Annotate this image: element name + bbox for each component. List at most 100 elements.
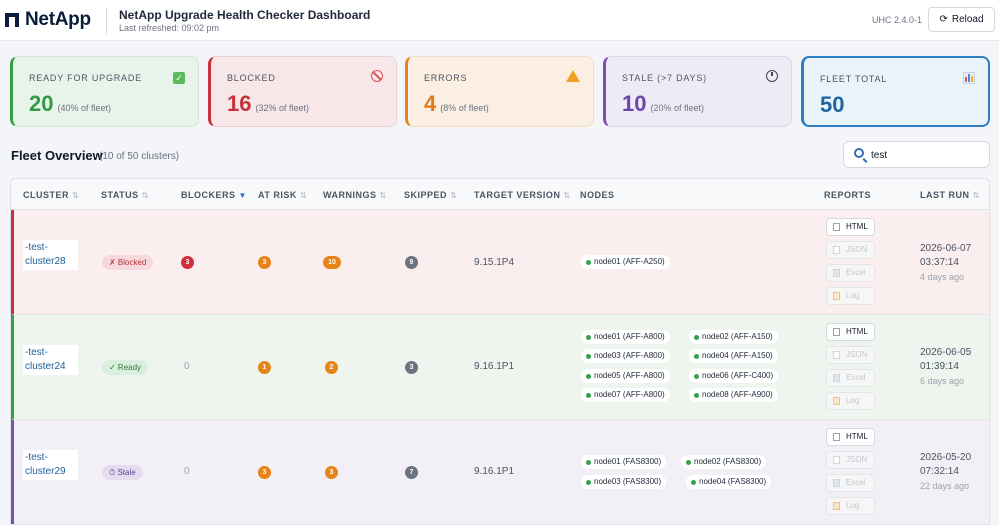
cluster-link[interactable]: -test-cluster28 [23, 240, 78, 270]
card-value: 20 (40% of fleet) [29, 91, 112, 116]
card-blocked[interactable]: BLOCKED 16 (32% of fleet) [208, 56, 397, 127]
table-row[interactable]: -test-cluster28 ✗ Blocked 3 3 10 9 9.15.… [11, 210, 989, 315]
node-chip: node01 (FAS8300) [581, 455, 667, 469]
card-value: 50 [820, 92, 845, 117]
last-run-ago: 6 days ago [920, 376, 965, 386]
netapp-logo-icon [5, 13, 19, 27]
col-warnings[interactable]: WARNINGS ⇅ [323, 190, 387, 200]
card-ready-for-upgrade[interactable]: READY FOR UPGRADE ✓ 20 (40% of fleet) [10, 56, 199, 127]
fleet-table: CLUSTER ⇅ STATUS ⇅ BLOCKERS ▼ AT RISK ⇅ WARN… [10, 178, 990, 525]
search-icon [854, 148, 864, 158]
table-row[interactable]: -test-cluster29 ⏱ Stale 0 3 3 7 9.16.1P1… [11, 420, 989, 524]
card-pct: (40% of fleet) [57, 103, 112, 113]
card-fleet-total[interactable]: FLEET TOTAL 50 [801, 56, 990, 127]
card-label: BLOCKED [227, 73, 276, 83]
report-html-button[interactable]: HTML [826, 428, 875, 446]
clock-icon [766, 70, 778, 85]
fleet-overview-title: Fleet Overview [11, 148, 103, 163]
report-json-button: JSON [826, 241, 875, 259]
last-refreshed: Last refreshed: 09:02 pm [119, 23, 220, 33]
col-at-risk[interactable]: AT RISK ⇅ [258, 190, 308, 200]
spreadsheet-icon [833, 269, 840, 277]
reload-button[interactable]: ⟳ Reload [928, 7, 995, 32]
sort-icon: ⇅ [563, 191, 571, 200]
version-label: UHC 2.4.0-1 [872, 15, 923, 25]
sort-icon: ⇅ [379, 191, 387, 200]
status-badge: ✓ Ready [102, 360, 149, 375]
node-chip: node04 (AFF-A150) [689, 349, 778, 363]
warnings-count: 10 [323, 256, 341, 269]
card-pct: (32% of fleet) [255, 103, 310, 113]
search-box[interactable] [843, 141, 990, 168]
status-badge: ⏱ Stale [102, 465, 143, 480]
node-chip: node04 (FAS8300) [686, 475, 772, 489]
card-value: 16 (32% of fleet) [227, 91, 310, 116]
report-excel-button: Excel [826, 474, 875, 492]
table-row[interactable]: -test-cluster24 ✓ Ready 0 1 2 3 9.16.1P1… [11, 315, 989, 420]
last-run-ago: 22 days ago [920, 481, 970, 491]
col-blockers[interactable]: BLOCKERS ▼ [181, 190, 247, 200]
card-value: 4 (8% of fleet) [424, 91, 489, 116]
reload-label: Reload [951, 14, 984, 25]
at-risk-count: 1 [258, 361, 271, 374]
col-last-run[interactable]: LAST RUN ⇅ [920, 190, 980, 200]
reload-icon: ⟳ [939, 14, 948, 25]
report-html-button[interactable]: HTML [826, 323, 875, 341]
card-pct: (8% of fleet) [440, 103, 489, 113]
node-chip: node01 (AFF-A800) [581, 330, 670, 344]
sort-desc-icon: ▼ [238, 191, 247, 200]
log-icon [833, 292, 840, 300]
node-chip: node06 (AFF-C400) [689, 369, 779, 383]
col-nodes: NODES [580, 190, 615, 200]
at-risk-count: 3 [258, 256, 271, 269]
card-label: STALE (>7 DAYS) [622, 73, 707, 83]
col-skipped[interactable]: SKIPPED ⇅ [404, 190, 458, 200]
card-errors[interactable]: ERRORS 4 (8% of fleet) [405, 56, 594, 127]
col-reports: REPORTS [824, 190, 872, 200]
last-run: 2026-06-07 03:37:14 4 days ago [920, 243, 972, 282]
file-icon [833, 246, 840, 254]
target-version: 9.15.1P4 [474, 257, 515, 268]
col-cluster[interactable]: CLUSTER ⇅ [23, 190, 80, 200]
col-target-version[interactable]: TARGET VERSION ⇅ [474, 190, 571, 200]
check-icon: ✓ [173, 70, 185, 84]
sort-icon: ⇅ [299, 191, 308, 200]
report-excel-button: Excel [826, 264, 875, 282]
node-chip: node03 (FAS8300) [581, 475, 667, 489]
blockers-count: 0 [184, 361, 190, 372]
target-version: 9.16.1P1 [474, 466, 515, 477]
last-run: 2026-05-20 07:32:14 22 days ago [920, 452, 972, 491]
node-chip: node07 (AFF-A800) [581, 388, 670, 402]
log-icon [833, 502, 840, 510]
at-risk-count: 3 [258, 466, 271, 479]
file-icon [833, 351, 840, 359]
card-label: READY FOR UPGRADE [29, 73, 142, 83]
node-chip: node08 (AFF-A900) [689, 388, 778, 402]
node-chip: node03 (AFF-A800) [581, 349, 670, 363]
report-log-button: Log [826, 287, 875, 305]
spreadsheet-icon [833, 479, 840, 487]
card-value: 10 (20% of fleet) [622, 91, 705, 116]
file-icon [833, 223, 840, 231]
search-input[interactable] [871, 147, 981, 163]
sort-icon: ⇅ [972, 191, 980, 200]
app-header: NetApp NetApp Upgrade Health Checker Das… [0, 0, 999, 41]
last-run: 2026-06-05 01:39:14 6 days ago [920, 347, 972, 386]
report-html-button[interactable]: HTML [826, 218, 875, 236]
spreadsheet-icon [833, 374, 840, 382]
cluster-count: (10 of 50 clusters) [99, 151, 180, 162]
log-icon [833, 397, 840, 405]
report-json-button: JSON [826, 451, 875, 469]
blockers-count: 0 [184, 466, 190, 477]
card-label: FLEET TOTAL [820, 74, 888, 84]
card-stale[interactable]: STALE (>7 DAYS) 10 (20% of fleet) [603, 56, 792, 127]
report-log-button: Log [826, 392, 875, 410]
cluster-link[interactable]: -test-cluster29 [23, 450, 78, 480]
col-status[interactable]: STATUS ⇅ [101, 190, 149, 200]
warning-icon [566, 70, 580, 85]
cluster-link[interactable]: -test-cluster24 [23, 345, 78, 375]
skipped-count: 9 [405, 256, 418, 269]
node-chip: node05 (AFF-A800) [581, 369, 670, 383]
last-run-ago: 4 days ago [920, 272, 965, 282]
sort-icon: ⇅ [141, 191, 149, 200]
